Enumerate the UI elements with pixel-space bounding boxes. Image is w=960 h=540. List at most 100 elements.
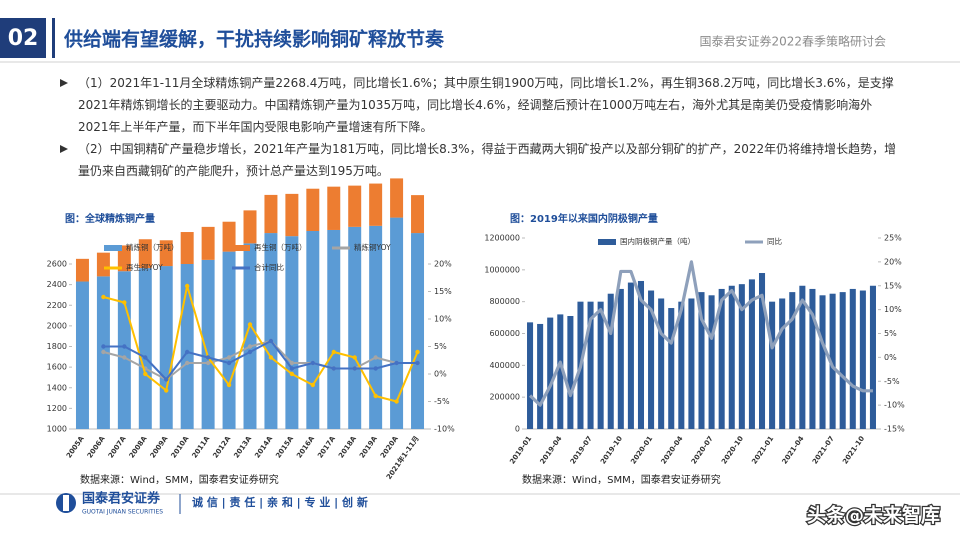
marker: [205, 355, 211, 360]
marker: [143, 371, 148, 377]
x-tick-label: 2007A: [107, 434, 128, 459]
bar: [698, 292, 705, 429]
chart-source: 数据来源：Wind，SMM，国泰君安证券研究: [522, 473, 721, 486]
bar: [769, 301, 776, 429]
bar: [779, 298, 786, 429]
x-tick-label: 2005A: [65, 434, 86, 459]
bar: [738, 284, 745, 429]
y2-tick-label: 15%: [884, 281, 902, 290]
marker: [331, 349, 336, 355]
marker: [394, 360, 399, 366]
marker: [415, 349, 420, 355]
marker: [310, 360, 316, 366]
marker: [331, 366, 336, 371]
bar: [222, 221, 236, 252]
bar: [201, 259, 215, 429]
bar: [75, 258, 89, 282]
bar: [306, 231, 320, 429]
bullet-list: （1）2021年1-11月全球精炼铜产量2268.4万吨，同比增长1.6%；其中…: [60, 72, 902, 182]
x-tick-label: 2019-04: [539, 435, 564, 466]
x-tick-label: 2020-04: [660, 435, 685, 466]
y-tick-label: 1400: [47, 383, 67, 392]
bar: [264, 194, 278, 234]
bar: [390, 217, 404, 429]
legend-label: 精炼铜YOY: [354, 242, 391, 252]
bar: [411, 233, 425, 429]
marker: [101, 344, 106, 349]
bar: [327, 186, 341, 230]
bar: [243, 243, 257, 429]
marker: [143, 355, 148, 360]
bar: [348, 185, 362, 227]
y2-tick-label: -5%: [434, 397, 450, 406]
bar: [869, 285, 876, 429]
bar: [849, 288, 856, 429]
y2-tick-label: 0%: [884, 353, 897, 362]
legend-label: 再生铜YOY: [126, 262, 163, 272]
bar: [567, 315, 574, 429]
y-tick-label: 1200: [47, 404, 67, 413]
x-tick-label: 2006A: [86, 434, 107, 459]
bar: [859, 290, 866, 429]
bullet: （2）中国铜精矿产量稳步增长，2021年产量为181万吨，同比增长8.3%，得益…: [60, 138, 902, 182]
bar: [96, 252, 110, 277]
legend-swatch: [104, 245, 122, 251]
y2-tick-label: 10%: [434, 315, 452, 324]
event-name: 国泰君安证券2022春季策略研讨会: [699, 34, 886, 49]
y-tick-label: 2200: [47, 301, 67, 310]
company-name-en: GUOTAI JUNAN SECURITIES: [82, 509, 163, 516]
bar: [527, 322, 534, 429]
chart-source: 数据来源：Wind，SMM，国泰君安证券研究: [80, 473, 279, 486]
bar: [668, 308, 675, 429]
marker: [122, 344, 127, 349]
bar: [264, 233, 278, 429]
bar: [789, 292, 796, 429]
bar: [285, 193, 299, 237]
x-tick-label: 2020A: [379, 434, 400, 459]
legend-label: 合计同比: [254, 262, 284, 272]
company-name: 国泰君安证券: [82, 491, 161, 507]
bar: [180, 232, 194, 264]
bar: [348, 226, 362, 429]
number-box: [0, 18, 46, 58]
y-tick-label: 1600: [47, 363, 67, 372]
marker: [247, 322, 253, 327]
y-tick-label: 200000: [489, 393, 520, 402]
bar: [758, 273, 766, 429]
y-tick-label: 2400: [47, 280, 67, 289]
marker: [205, 360, 211, 366]
bar: [222, 251, 236, 429]
bar: [557, 314, 564, 429]
marker: [373, 393, 378, 399]
y2-tick-label: 0%: [434, 370, 447, 379]
slide-number: 02: [8, 26, 39, 51]
bar: [117, 271, 131, 429]
x-tick-label: 2012A: [211, 434, 232, 459]
bar: [748, 279, 755, 429]
bar: [708, 295, 715, 429]
marker: [122, 355, 127, 360]
x-tick-label: 2020-01: [629, 435, 654, 466]
marker: [352, 366, 357, 371]
marker: [394, 399, 399, 404]
x-tick-label: 2020-07: [690, 435, 715, 466]
bar: [587, 301, 594, 429]
x-tick-label: 2019A: [358, 434, 379, 459]
bar: [839, 292, 846, 429]
y-tick-label: 800000: [489, 297, 520, 306]
y2-tick-label: 5%: [434, 342, 447, 351]
line: [103, 285, 419, 403]
y2-tick-label: 25%: [884, 234, 902, 243]
marker: [101, 349, 106, 355]
bar: [159, 240, 173, 267]
y-tick-label: 0: [515, 425, 520, 434]
bar: [658, 298, 665, 429]
x-tick-label: 2021-10: [841, 435, 866, 466]
logo-mark: [63, 495, 69, 511]
y-tick-label: 1000: [47, 425, 67, 434]
bar: [243, 210, 257, 244]
bar: [607, 293, 614, 429]
bar: [138, 268, 152, 429]
